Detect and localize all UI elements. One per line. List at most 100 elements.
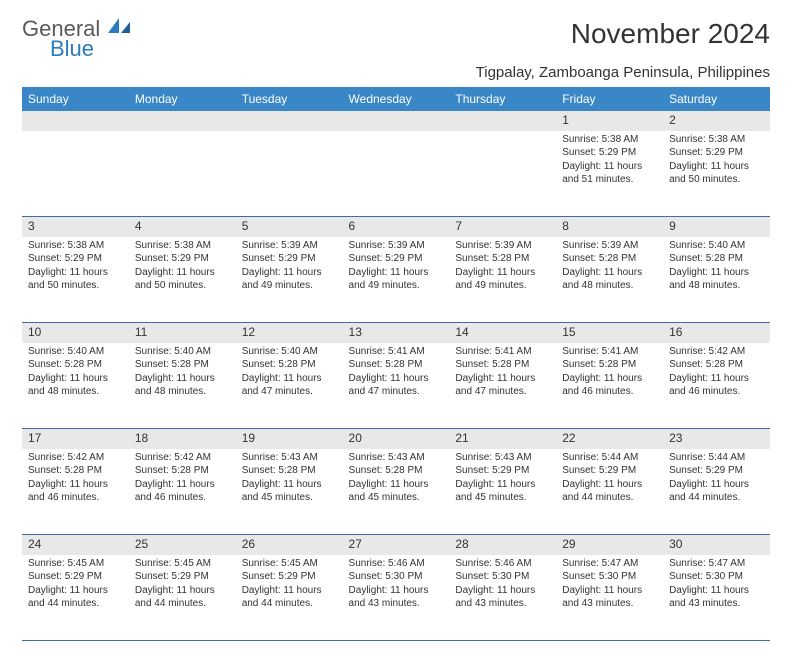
day-details: Sunrise: 5:47 AMSunset: 5:30 PMDaylight:…	[556, 555, 663, 615]
day-number: 3	[22, 217, 129, 237]
location-subtitle: Tigpalay, Zamboanga Peninsula, Philippin…	[22, 64, 770, 81]
day-number: 10	[22, 323, 129, 343]
calendar-cell: Sunrise: 5:44 AMSunset: 5:29 PMDaylight:…	[663, 449, 770, 535]
day-number: 16	[663, 323, 770, 343]
calendar-cell: Sunrise: 5:38 AMSunset: 5:29 PMDaylight:…	[22, 237, 129, 323]
weekday-friday: Friday	[556, 87, 663, 111]
calendar-cell: Sunrise: 5:39 AMSunset: 5:28 PMDaylight:…	[449, 237, 556, 323]
day-details: Sunrise: 5:45 AMSunset: 5:29 PMDaylight:…	[236, 555, 343, 615]
day-number: 29	[556, 535, 663, 555]
weekday-tuesday: Tuesday	[236, 87, 343, 111]
day-details: Sunrise: 5:46 AMSunset: 5:30 PMDaylight:…	[343, 555, 450, 615]
weekday-wednesday: Wednesday	[343, 87, 450, 111]
day-details: Sunrise: 5:47 AMSunset: 5:30 PMDaylight:…	[663, 555, 770, 615]
calendar-cell: Sunrise: 5:41 AMSunset: 5:28 PMDaylight:…	[556, 343, 663, 429]
day-number: 28	[449, 535, 556, 555]
day-number: 12	[236, 323, 343, 343]
day-details: Sunrise: 5:42 AMSunset: 5:28 PMDaylight:…	[663, 343, 770, 403]
day-number: 13	[343, 323, 450, 343]
calendar-cell: Sunrise: 5:41 AMSunset: 5:28 PMDaylight:…	[449, 343, 556, 429]
day-details: Sunrise: 5:38 AMSunset: 5:29 PMDaylight:…	[22, 237, 129, 297]
day-number: 8	[556, 217, 663, 237]
calendar-cell: Sunrise: 5:45 AMSunset: 5:29 PMDaylight:…	[22, 555, 129, 641]
day-details: Sunrise: 5:40 AMSunset: 5:28 PMDaylight:…	[129, 343, 236, 403]
day-details: Sunrise: 5:43 AMSunset: 5:29 PMDaylight:…	[449, 449, 556, 509]
calendar-cell: Sunrise: 5:39 AMSunset: 5:28 PMDaylight:…	[556, 237, 663, 323]
day-details: Sunrise: 5:38 AMSunset: 5:29 PMDaylight:…	[129, 237, 236, 297]
day-number: 21	[449, 429, 556, 449]
calendar-body: 12Sunrise: 5:38 AMSunset: 5:29 PMDayligh…	[22, 111, 770, 641]
calendar-cell: Sunrise: 5:46 AMSunset: 5:30 PMDaylight:…	[343, 555, 450, 641]
calendar-cell: Sunrise: 5:40 AMSunset: 5:28 PMDaylight:…	[129, 343, 236, 429]
day-number: 15	[556, 323, 663, 343]
calendar-cell	[343, 131, 450, 217]
day-details: Sunrise: 5:44 AMSunset: 5:29 PMDaylight:…	[663, 449, 770, 509]
calendar-cell: Sunrise: 5:43 AMSunset: 5:28 PMDaylight:…	[236, 449, 343, 535]
calendar-cell: Sunrise: 5:44 AMSunset: 5:29 PMDaylight:…	[556, 449, 663, 535]
day-number: 9	[663, 217, 770, 237]
calendar-cell: Sunrise: 5:45 AMSunset: 5:29 PMDaylight:…	[236, 555, 343, 641]
weekday-thursday: Thursday	[449, 87, 556, 111]
calendar-cell: Sunrise: 5:39 AMSunset: 5:29 PMDaylight:…	[343, 237, 450, 323]
day-number: 6	[343, 217, 450, 237]
calendar-cell	[22, 131, 129, 217]
day-details: Sunrise: 5:38 AMSunset: 5:29 PMDaylight:…	[556, 131, 663, 191]
calendar-cell	[449, 131, 556, 217]
day-number: 4	[129, 217, 236, 237]
day-details: Sunrise: 5:46 AMSunset: 5:30 PMDaylight:…	[449, 555, 556, 615]
calendar-cell: Sunrise: 5:40 AMSunset: 5:28 PMDaylight:…	[663, 237, 770, 323]
day-details: Sunrise: 5:41 AMSunset: 5:28 PMDaylight:…	[343, 343, 450, 403]
day-details: Sunrise: 5:45 AMSunset: 5:29 PMDaylight:…	[129, 555, 236, 615]
calendar-cell: Sunrise: 5:41 AMSunset: 5:28 PMDaylight:…	[343, 343, 450, 429]
day-number: 23	[663, 429, 770, 449]
day-number: 30	[663, 535, 770, 555]
calendar-cell: Sunrise: 5:46 AMSunset: 5:30 PMDaylight:…	[449, 555, 556, 641]
calendar-cell: Sunrise: 5:47 AMSunset: 5:30 PMDaylight:…	[663, 555, 770, 641]
day-number: 19	[236, 429, 343, 449]
day-number: 24	[22, 535, 129, 555]
page-title: November 2024	[571, 18, 770, 50]
day-details: Sunrise: 5:42 AMSunset: 5:28 PMDaylight:…	[129, 449, 236, 509]
calendar-cell: Sunrise: 5:39 AMSunset: 5:29 PMDaylight:…	[236, 237, 343, 323]
day-number: 5	[236, 217, 343, 237]
day-details: Sunrise: 5:41 AMSunset: 5:28 PMDaylight:…	[556, 343, 663, 403]
calendar-cell: Sunrise: 5:38 AMSunset: 5:29 PMDaylight:…	[556, 131, 663, 217]
day-details: Sunrise: 5:44 AMSunset: 5:29 PMDaylight:…	[556, 449, 663, 509]
day-number: 1	[556, 111, 663, 131]
day-number: 17	[22, 429, 129, 449]
brand-logo: General Blue	[22, 18, 130, 60]
calendar-cell: Sunrise: 5:38 AMSunset: 5:29 PMDaylight:…	[663, 131, 770, 217]
calendar-page: General Blue November 2024 Tigpalay, Zam…	[0, 0, 792, 651]
brand-line2: Blue	[50, 38, 130, 60]
day-details: Sunrise: 5:38 AMSunset: 5:29 PMDaylight:…	[663, 131, 770, 191]
day-number: 25	[129, 535, 236, 555]
day-details: Sunrise: 5:40 AMSunset: 5:28 PMDaylight:…	[236, 343, 343, 403]
weekday-header: SundayMondayTuesdayWednesdayThursdayFrid…	[22, 87, 770, 111]
day-number: 20	[343, 429, 450, 449]
day-details: Sunrise: 5:45 AMSunset: 5:29 PMDaylight:…	[22, 555, 129, 615]
day-number: 22	[556, 429, 663, 449]
calendar-cell	[129, 131, 236, 217]
weekday-saturday: Saturday	[663, 87, 770, 111]
day-details: Sunrise: 5:43 AMSunset: 5:28 PMDaylight:…	[236, 449, 343, 509]
calendar-cell: Sunrise: 5:40 AMSunset: 5:28 PMDaylight:…	[22, 343, 129, 429]
brand-sail-icon	[108, 18, 130, 34]
calendar-cell: Sunrise: 5:47 AMSunset: 5:30 PMDaylight:…	[556, 555, 663, 641]
day-number: 27	[343, 535, 450, 555]
day-details: Sunrise: 5:39 AMSunset: 5:28 PMDaylight:…	[449, 237, 556, 297]
calendar-cell: Sunrise: 5:42 AMSunset: 5:28 PMDaylight:…	[129, 449, 236, 535]
day-number: 18	[129, 429, 236, 449]
calendar-cell: Sunrise: 5:42 AMSunset: 5:28 PMDaylight:…	[22, 449, 129, 535]
day-details: Sunrise: 5:43 AMSunset: 5:28 PMDaylight:…	[343, 449, 450, 509]
day-number: 7	[449, 217, 556, 237]
weekday-sunday: Sunday	[22, 87, 129, 111]
calendar-cell: Sunrise: 5:42 AMSunset: 5:28 PMDaylight:…	[663, 343, 770, 429]
day-details: Sunrise: 5:39 AMSunset: 5:28 PMDaylight:…	[556, 237, 663, 297]
day-details: Sunrise: 5:39 AMSunset: 5:29 PMDaylight:…	[236, 237, 343, 297]
day-details: Sunrise: 5:40 AMSunset: 5:28 PMDaylight:…	[663, 237, 770, 297]
day-number: 2	[663, 111, 770, 131]
calendar-cell	[236, 131, 343, 217]
calendar-table: SundayMondayTuesdayWednesdayThursdayFrid…	[22, 87, 770, 641]
calendar-cell: Sunrise: 5:43 AMSunset: 5:28 PMDaylight:…	[343, 449, 450, 535]
day-details: Sunrise: 5:42 AMSunset: 5:28 PMDaylight:…	[22, 449, 129, 509]
